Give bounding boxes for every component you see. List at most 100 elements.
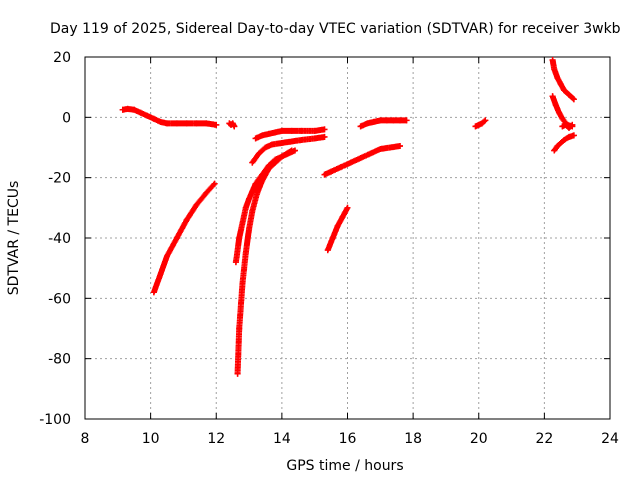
series-arc-l [549, 57, 577, 103]
data-point [239, 219, 246, 226]
plus-markers [232, 147, 295, 266]
data-point [311, 135, 318, 142]
data-point [144, 112, 151, 119]
data-point [150, 289, 157, 296]
data-point [278, 153, 285, 160]
data-point [559, 115, 566, 122]
x-tick-label: 22 [535, 431, 553, 447]
data-point [249, 207, 256, 214]
data-point [551, 66, 558, 73]
data-point [254, 189, 261, 196]
data-point [265, 130, 272, 137]
data-point [472, 123, 479, 130]
data-point [157, 118, 164, 125]
data-point [164, 120, 171, 127]
data-point [339, 213, 346, 220]
data-point [556, 109, 563, 116]
data-point [288, 138, 295, 145]
data-point [242, 250, 249, 257]
data-point [552, 102, 559, 109]
data-point [242, 204, 249, 211]
data-point [119, 106, 126, 113]
data-point [328, 168, 335, 175]
data-point [203, 189, 210, 196]
data-marks [119, 57, 577, 377]
data-point [234, 370, 241, 377]
data-point [475, 121, 482, 128]
data-point [272, 156, 279, 163]
data-point [124, 105, 131, 112]
data-point [337, 164, 344, 171]
data-point [232, 259, 239, 266]
x-tick-label: 24 [601, 431, 619, 447]
x-tick-label: 8 [81, 431, 90, 447]
data-point [565, 133, 572, 140]
data-point [150, 115, 157, 122]
chart-title: Day 119 of 2025, Sidereal Day-to-day VTE… [50, 21, 621, 37]
data-point [321, 171, 328, 178]
series-arc-b [150, 180, 218, 296]
data-point [236, 325, 243, 332]
data-point [561, 136, 568, 143]
data-point [370, 118, 377, 125]
x-tick-label: 14 [273, 431, 291, 447]
axis-ticks: 8 10 12 14 16 18 20 22 24 -100 -80 -60 -40 -20 0 20 [39, 50, 619, 447]
data-point [252, 180, 259, 187]
data-point [239, 280, 246, 287]
data-point [554, 142, 561, 149]
data-point [565, 124, 572, 131]
plus-markers [234, 147, 298, 377]
data-point [364, 120, 371, 127]
series-arc-i [324, 204, 351, 254]
data-point [298, 127, 305, 134]
data-point [173, 120, 180, 127]
x-tick-label: 18 [404, 431, 422, 447]
y-tick-label: -80 [48, 352, 71, 368]
data-point [203, 120, 210, 127]
y-tick-label: -40 [48, 231, 71, 247]
data-point [562, 121, 569, 128]
x-tick-label: 16 [339, 431, 357, 447]
series-arc-c [226, 120, 238, 130]
data-point [288, 147, 295, 154]
data-point [377, 117, 384, 124]
data-point [262, 144, 269, 151]
data-point [554, 75, 561, 82]
y-axis-label: SDTVAR / TECUs [6, 181, 22, 296]
data-point [403, 117, 410, 124]
data-point [570, 132, 577, 139]
data-point [173, 235, 180, 241]
data-point [551, 147, 558, 154]
data-point [557, 81, 564, 88]
data-point [482, 117, 489, 124]
series-arc-d [234, 147, 298, 377]
series-arc-o [559, 121, 576, 131]
data-point [157, 271, 164, 278]
data-point [324, 247, 331, 254]
data-point [334, 222, 341, 229]
data-point [387, 144, 394, 151]
grid [85, 57, 610, 419]
data-point [164, 253, 171, 260]
data-point [383, 117, 390, 124]
data-point [272, 129, 279, 136]
data-point [347, 159, 354, 166]
series-arc-k [472, 117, 489, 130]
data-point [236, 235, 243, 241]
x-tick-label: 10 [142, 431, 160, 447]
data-point [252, 135, 259, 142]
data-point [278, 139, 285, 146]
series-arc-f [249, 133, 328, 166]
data-point [561, 87, 568, 94]
data-point [213, 121, 220, 128]
data-point [131, 106, 138, 113]
series-arc-g [252, 126, 328, 142]
data-point [329, 235, 336, 241]
data-point [193, 120, 200, 127]
data-point [193, 201, 200, 208]
data-point [321, 126, 328, 133]
data-point [259, 132, 266, 139]
series-arc-a [119, 105, 220, 128]
data-point [183, 120, 190, 127]
